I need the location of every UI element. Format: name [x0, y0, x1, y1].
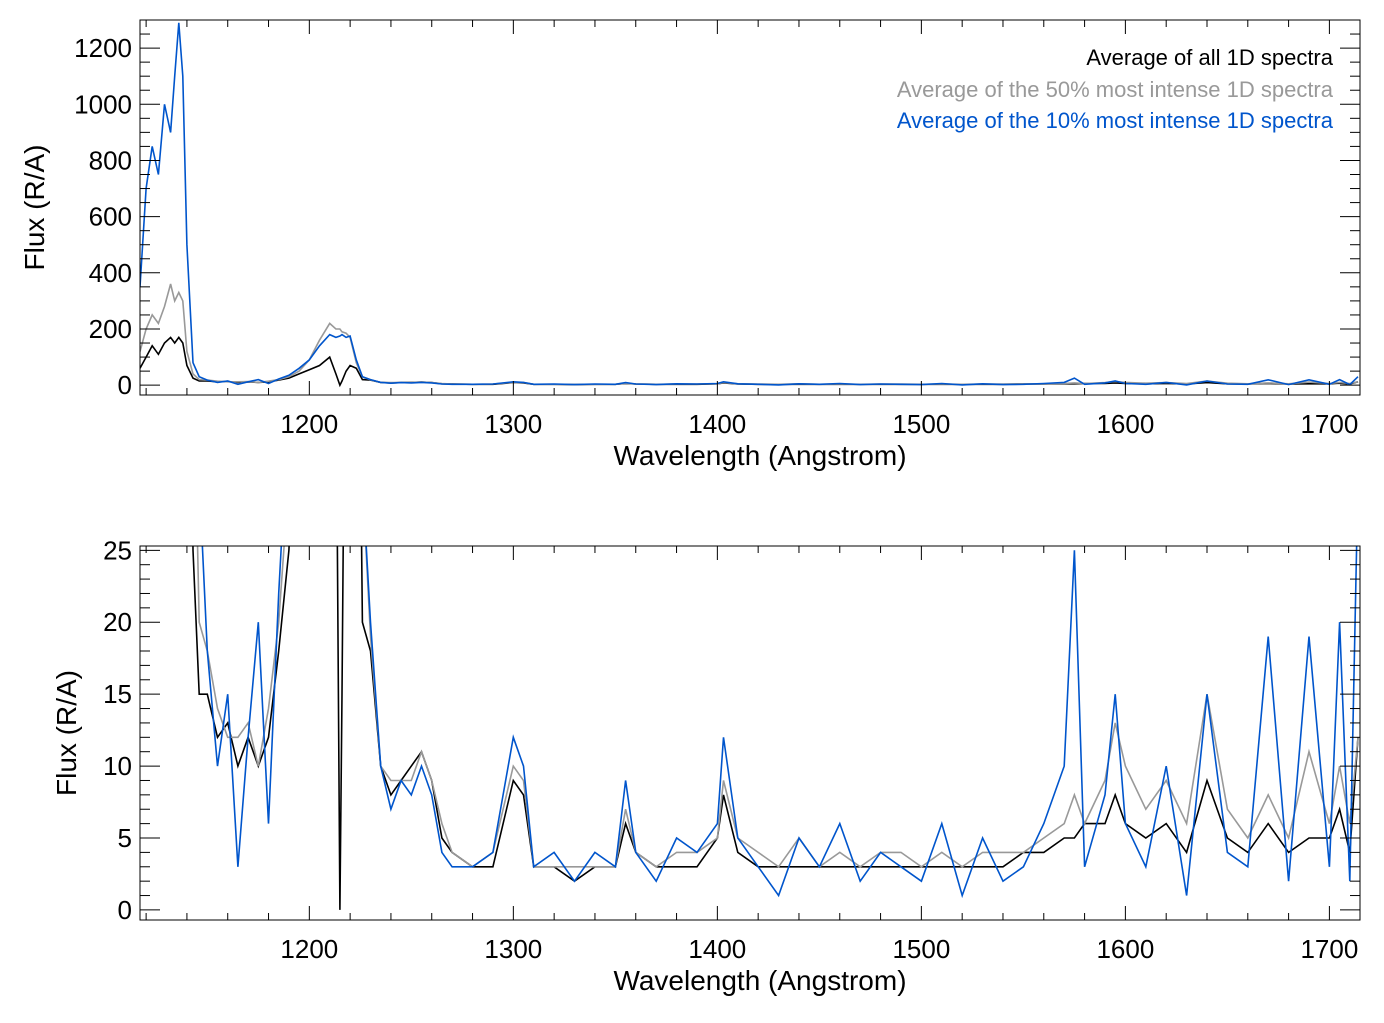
- x-tick-label: 1500: [892, 934, 950, 964]
- y-axis-label: Flux (R/A): [19, 145, 50, 271]
- series-line-10pct: [140, 22, 1359, 386]
- y-tick-label: 20: [103, 607, 132, 637]
- legend-entry-all: Average of all 1D spectra: [1086, 45, 1333, 70]
- series-line-all: [140, 336, 1359, 388]
- y-tick-label: 600: [89, 202, 132, 232]
- legend: Average of all 1D spectra Average of the…: [897, 45, 1334, 133]
- series-line-50pct: [140, 283, 1359, 386]
- y-tick-label: 800: [89, 145, 132, 175]
- top-panel: 1200 1300 1400 1500 1600 1700 0 200 400 600 800 100…: [19, 19, 1361, 471]
- y-tick-label: 400: [89, 258, 132, 288]
- y-axis-label: Flux (R/A): [51, 670, 82, 796]
- x-tick-label: 1700: [1300, 934, 1358, 964]
- y-tick-label: 10: [103, 751, 132, 781]
- bottom-panel: 1200 1300 1400 1500 1600 1700 0 5 10 15 20 25 Wavele…: [51, 535, 1361, 996]
- x-tick-label: 1200: [280, 934, 338, 964]
- x-tick-label: 1300: [484, 934, 542, 964]
- x-tick-label: 1600: [1096, 934, 1154, 964]
- x-tick-label: 1600: [1096, 409, 1154, 439]
- y-tick-label: 200: [89, 314, 132, 344]
- x-axis-label: Wavelength (Angstrom): [613, 965, 906, 996]
- y-tick-label: 1000: [74, 89, 132, 119]
- x-tick-label: 1700: [1300, 409, 1358, 439]
- series-line-50pct: [196, 546, 1359, 868]
- series-line-10pct: [201, 546, 1358, 899]
- y-tick-label: 0: [118, 370, 132, 400]
- y-tick-label: 5: [118, 823, 132, 853]
- x-axis-label: Wavelength (Angstrom): [613, 440, 906, 471]
- y-tick-label: 25: [103, 535, 132, 565]
- plot-frame: [139, 545, 1361, 921]
- x-tick-label: 1400: [688, 409, 746, 439]
- x-tick-label: 1500: [892, 409, 950, 439]
- y-tick-label: 15: [103, 679, 132, 709]
- x-tick-label: 1200: [280, 409, 338, 439]
- x-tick-label: 1400: [688, 934, 746, 964]
- legend-entry-10pct: Average of the 10% most intense 1D spect…: [897, 108, 1334, 133]
- x-tick-label: 1300: [484, 409, 542, 439]
- y-tick-label: 1200: [74, 33, 132, 63]
- legend-entry-50pct: Average of the 50% most intense 1D spect…: [897, 77, 1334, 102]
- plot-frame: [139, 19, 1361, 396]
- y-tick-label: 0: [118, 895, 132, 925]
